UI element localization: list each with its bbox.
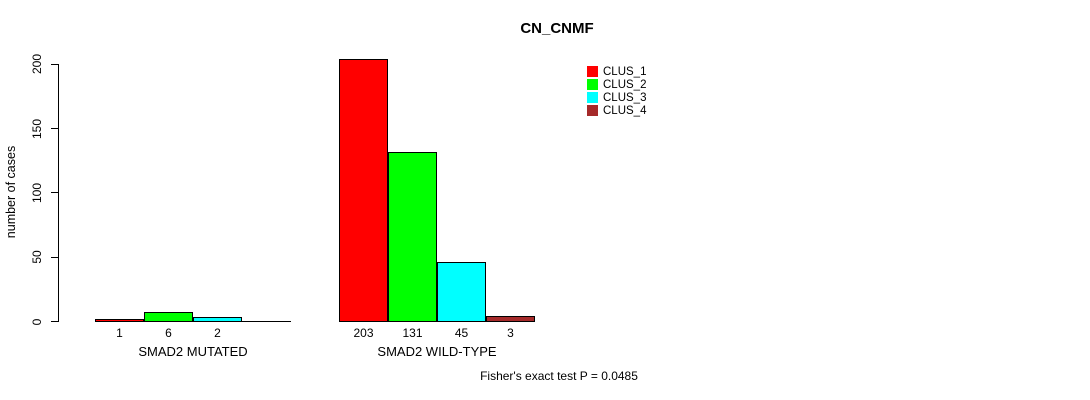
legend-swatch-clus_3 [587, 92, 598, 103]
footer-annotation: Fisher's exact test P = 0.0485 [480, 369, 638, 383]
bar-value-label: 6 [165, 326, 172, 340]
y-tick-mark [51, 192, 58, 194]
y-axis-label: number of cases [4, 145, 18, 239]
y-tick-mark [51, 63, 58, 65]
legend-row: CLUS_4 [587, 104, 646, 117]
y-tick-label: 200 [30, 54, 44, 75]
legend-label: CLUS_3 [603, 91, 647, 104]
y-tick-label: 150 [30, 118, 44, 139]
legend-swatch-clus_1 [587, 66, 598, 77]
y-tick-label: 100 [30, 182, 44, 203]
legend-label: CLUS_1 [603, 65, 647, 78]
bar [437, 262, 486, 322]
bar-value-label: 2 [214, 326, 221, 340]
y-tick-label: 50 [30, 250, 44, 264]
chart-title: CN_CNMF [520, 20, 594, 37]
legend-swatch-clus_4 [587, 105, 598, 116]
bar [144, 312, 193, 322]
group-label: SMAD2 WILD-TYPE [377, 344, 497, 359]
bar [193, 317, 242, 322]
bar-value-label: 131 [402, 326, 423, 340]
bar-value-label: 1 [116, 326, 123, 340]
y-tick-mark [51, 128, 58, 130]
bar-value-label: 203 [353, 326, 374, 340]
legend-label: CLUS_4 [603, 104, 647, 117]
group-label: SMAD2 MUTATED [138, 344, 248, 359]
legend-label: CLUS_2 [603, 78, 647, 91]
y-axis-line [58, 64, 59, 322]
bar [388, 152, 437, 322]
bar-value-label: 3 [507, 326, 514, 340]
y-tick-label: 0 [30, 318, 44, 325]
bar-value-label: 45 [454, 326, 469, 340]
legend-row: CLUS_3 [587, 91, 646, 104]
y-tick-mark [51, 256, 58, 258]
legend-row: CLUS_2 [587, 78, 646, 91]
bar [242, 321, 291, 322]
bar [486, 316, 535, 322]
legend-swatch-clus_2 [587, 79, 598, 90]
bar [95, 319, 144, 322]
legend: CLUS_1 CLUS_2 CLUS_3 CLUS_4 [587, 65, 646, 117]
legend-row: CLUS_1 [587, 65, 646, 78]
bar [339, 59, 388, 322]
y-tick-mark [51, 321, 58, 322]
